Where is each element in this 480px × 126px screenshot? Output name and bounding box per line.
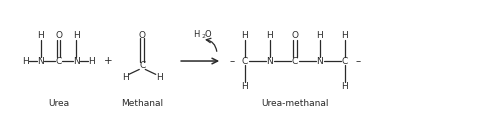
- Text: Urea: Urea: [48, 99, 69, 108]
- FancyArrowPatch shape: [206, 38, 217, 51]
- Text: N: N: [316, 57, 323, 66]
- Text: Urea-methanal: Urea-methanal: [261, 99, 329, 108]
- Text: H: H: [156, 73, 163, 82]
- Text: H: H: [241, 82, 248, 91]
- Text: H: H: [22, 57, 29, 66]
- Text: H: H: [122, 73, 129, 82]
- Text: O: O: [291, 31, 299, 40]
- Text: N: N: [73, 57, 80, 66]
- Text: Methanal: Methanal: [121, 99, 163, 108]
- Text: H: H: [341, 31, 348, 40]
- Text: 2: 2: [201, 34, 205, 39]
- Text: C: C: [292, 57, 298, 66]
- Text: C: C: [242, 57, 248, 66]
- Text: H: H: [341, 82, 348, 91]
- Text: O: O: [205, 30, 211, 39]
- Text: +: +: [104, 56, 113, 66]
- Text: O: O: [55, 31, 62, 40]
- Text: H: H: [241, 31, 248, 40]
- Text: H: H: [88, 57, 95, 66]
- Text: N: N: [37, 57, 44, 66]
- Text: H: H: [316, 31, 323, 40]
- Text: H: H: [37, 31, 44, 40]
- Text: H: H: [193, 30, 199, 39]
- Text: H: H: [266, 31, 273, 40]
- Text: –: –: [355, 56, 360, 66]
- Text: C: C: [55, 57, 61, 66]
- Text: C: C: [139, 61, 145, 70]
- Text: –: –: [229, 56, 235, 66]
- Text: C: C: [342, 57, 348, 66]
- Text: H: H: [73, 31, 80, 40]
- Text: O: O: [139, 31, 146, 40]
- Text: N: N: [266, 57, 273, 66]
